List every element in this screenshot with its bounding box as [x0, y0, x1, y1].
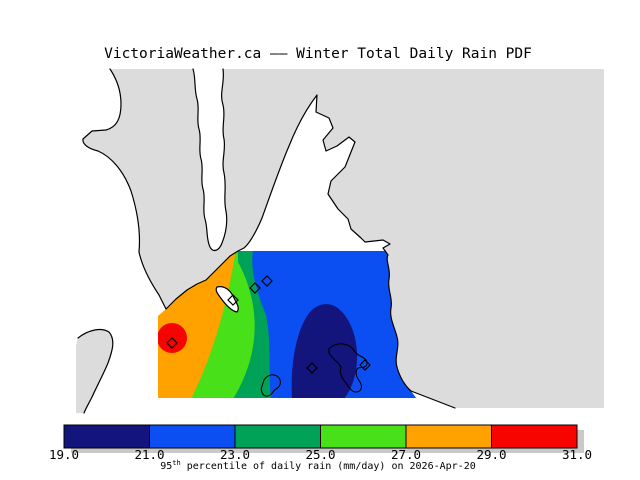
colorbar-tick-31: 31.0 — [561, 447, 593, 462]
island-outlines — [260, 343, 368, 397]
large-island-outline — [328, 343, 368, 393]
colorbar-tick-29: 29.0 — [476, 447, 507, 462]
colorbar-segment-23-25 — [234, 424, 321, 449]
station-diamond-marker — [227, 294, 239, 306]
colorbar-tick-21: 21.0 — [134, 447, 165, 462]
colorbar-tick-27: 27.0 — [390, 447, 422, 462]
west-strip-landmass — [76, 329, 113, 413]
chart-title: VictoriaWeather.ca —— Winter Total Daily… — [104, 46, 532, 62]
main-coastline — [82, 68, 456, 409]
inlet-coastline — [192, 68, 228, 252]
inlet-water — [193, 69, 227, 251]
contour-field — [158, 251, 416, 398]
station-diamond-marker — [261, 275, 273, 287]
land-masses — [76, 69, 605, 413]
caption-superscript: th — [172, 459, 181, 467]
coastlines — [77, 68, 456, 414]
colorbar-caption: 95th percentile of daily rain (mm/day) o… — [160, 459, 476, 472]
station-markers — [166, 275, 371, 374]
colorbar-segment-19-21 — [63, 424, 150, 449]
bay-inlet — [215, 286, 239, 313]
caption-text: percentile of daily rain (mm/day) on 202… — [180, 461, 476, 472]
small-island-outline — [260, 374, 281, 397]
colorbar-tick-25: 25.0 — [305, 447, 336, 462]
caption-value: 95 — [160, 461, 173, 472]
station-diamond-marker — [166, 337, 178, 349]
colorbar-segment-27-29 — [405, 424, 492, 449]
colorbar-tick-19: 19.0 — [48, 447, 80, 462]
colorbar — [63, 424, 584, 453]
colorbar-segment-29-31 — [491, 424, 578, 449]
colorbar-tick-23: 23.0 — [219, 447, 251, 462]
colorbar-segment-21-23 — [149, 424, 236, 449]
west-strip-coastline — [77, 328, 114, 414]
station-diamond-marker — [249, 282, 261, 294]
station-diamond-marker — [359, 359, 371, 371]
station-diamond-marker — [306, 362, 318, 374]
colorbar-segment-25-27 — [320, 424, 407, 449]
